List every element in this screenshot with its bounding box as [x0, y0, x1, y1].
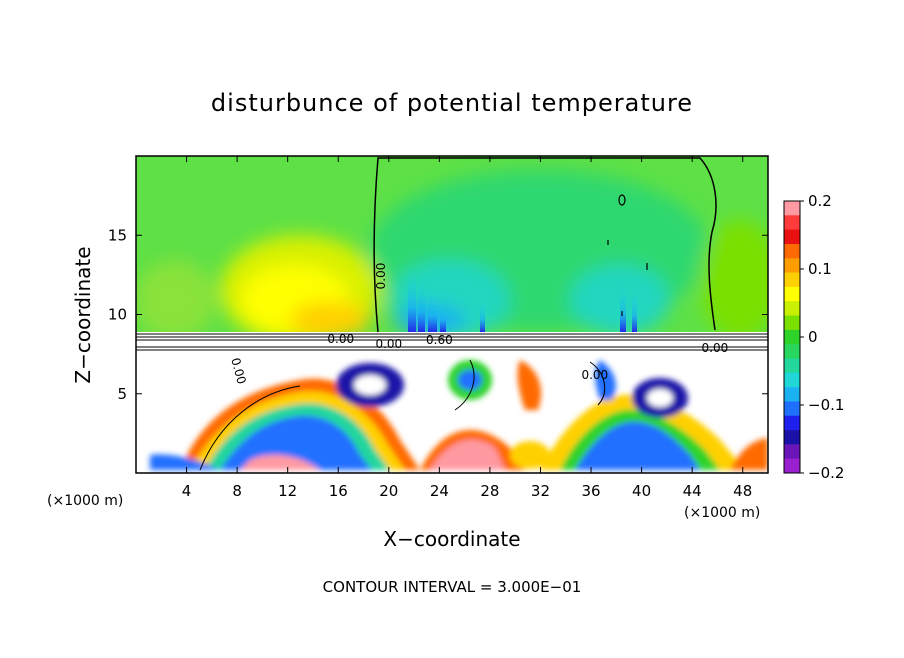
- y-tick-label: 5: [117, 385, 127, 403]
- colorbar-tick-label: 0.2: [808, 192, 832, 210]
- x-tick-label: 40: [632, 482, 651, 500]
- colorbar: [783, 200, 801, 474]
- colorbar-swatch: [784, 286, 800, 302]
- colorbar-swatch: [784, 215, 800, 231]
- x-tick-label: 16: [329, 482, 348, 500]
- x-tick-label: 24: [430, 482, 449, 500]
- x-tick-label: 36: [581, 482, 600, 500]
- x-tick-label: 8: [232, 482, 242, 500]
- x-tick-label: 12: [278, 482, 297, 500]
- x-unit-right: (×1000 m): [684, 505, 760, 521]
- contour-label: 0.00: [702, 341, 729, 355]
- contour-label: 0.60: [426, 333, 453, 347]
- x-tick-label: 44: [683, 482, 702, 500]
- colorbar-swatch: [784, 243, 800, 259]
- colorbar-tick-label: −0.1: [808, 396, 844, 414]
- y-tick-label: 15: [108, 226, 127, 244]
- y-axis-ticks: 5 10 15: [108, 226, 768, 403]
- colorbar-tick-label: −0.2: [808, 464, 844, 482]
- chart-title: disturbunce of potential temperature: [211, 89, 693, 117]
- colorbar-swatch: [784, 372, 800, 388]
- colorbar-swatch: [784, 301, 800, 317]
- colorbar-tick-label: 0.1: [808, 260, 832, 278]
- zero-contour-outline: [373, 157, 717, 333]
- small-contour-marks: [607, 194, 648, 316]
- contour-label: 0.00: [327, 332, 354, 346]
- colorbar-swatch: [784, 272, 800, 288]
- lower-field: [136, 352, 768, 473]
- stratified-band: [136, 332, 768, 352]
- colorbar-swatch: [784, 458, 800, 474]
- colorbar-tick-label: 0: [808, 328, 818, 346]
- y-axis-label: Z−coordinate: [71, 246, 95, 383]
- colorbar-swatch: [784, 229, 800, 245]
- colorbar-swatch: [784, 329, 800, 345]
- heatmap-field: [136, 156, 768, 473]
- colorbar-swatch: [784, 387, 800, 402]
- x-axis-label: X−coordinate: [383, 527, 520, 551]
- contour-interval: CONTOUR INTERVAL = 3.000E−01: [323, 578, 582, 596]
- colorbar-swatch: [784, 358, 800, 374]
- contour-label: 0.00: [581, 368, 608, 382]
- x-unit-left: (×1000 m): [47, 493, 123, 509]
- colorbar-swatch: [784, 315, 800, 331]
- colorbar-swatch: [784, 258, 800, 274]
- contour-label: 0.00: [375, 337, 402, 351]
- colorbar-swatch: [784, 344, 800, 359]
- x-tick-label: 4: [182, 482, 192, 500]
- x-tick-label: 28: [480, 482, 499, 500]
- x-tick-label: 20: [379, 482, 398, 500]
- colorbar-swatch: [784, 430, 800, 445]
- contour-labels: 0.00 0.00 0.60 0.00 0.00 0.00 0.00: [228, 263, 728, 386]
- x-axis-ticks: 4 8 12 16 20 24 28 32 36 40 44 48: [182, 156, 752, 500]
- contour-label: 0.00: [374, 263, 388, 290]
- contour-label: 0.00: [228, 356, 248, 385]
- x-tick-label: 48: [733, 482, 752, 500]
- colorbar-swatch: [784, 201, 800, 216]
- colorbar-swatch: [784, 415, 800, 431]
- y-tick-label: 10: [108, 306, 127, 324]
- colorbar-ticks: 0.2 0.1 0 −0.1 −0.2: [800, 192, 844, 482]
- colorbar-swatch: [784, 401, 800, 417]
- colorbar-swatch: [784, 444, 800, 460]
- x-tick-label: 32: [531, 482, 550, 500]
